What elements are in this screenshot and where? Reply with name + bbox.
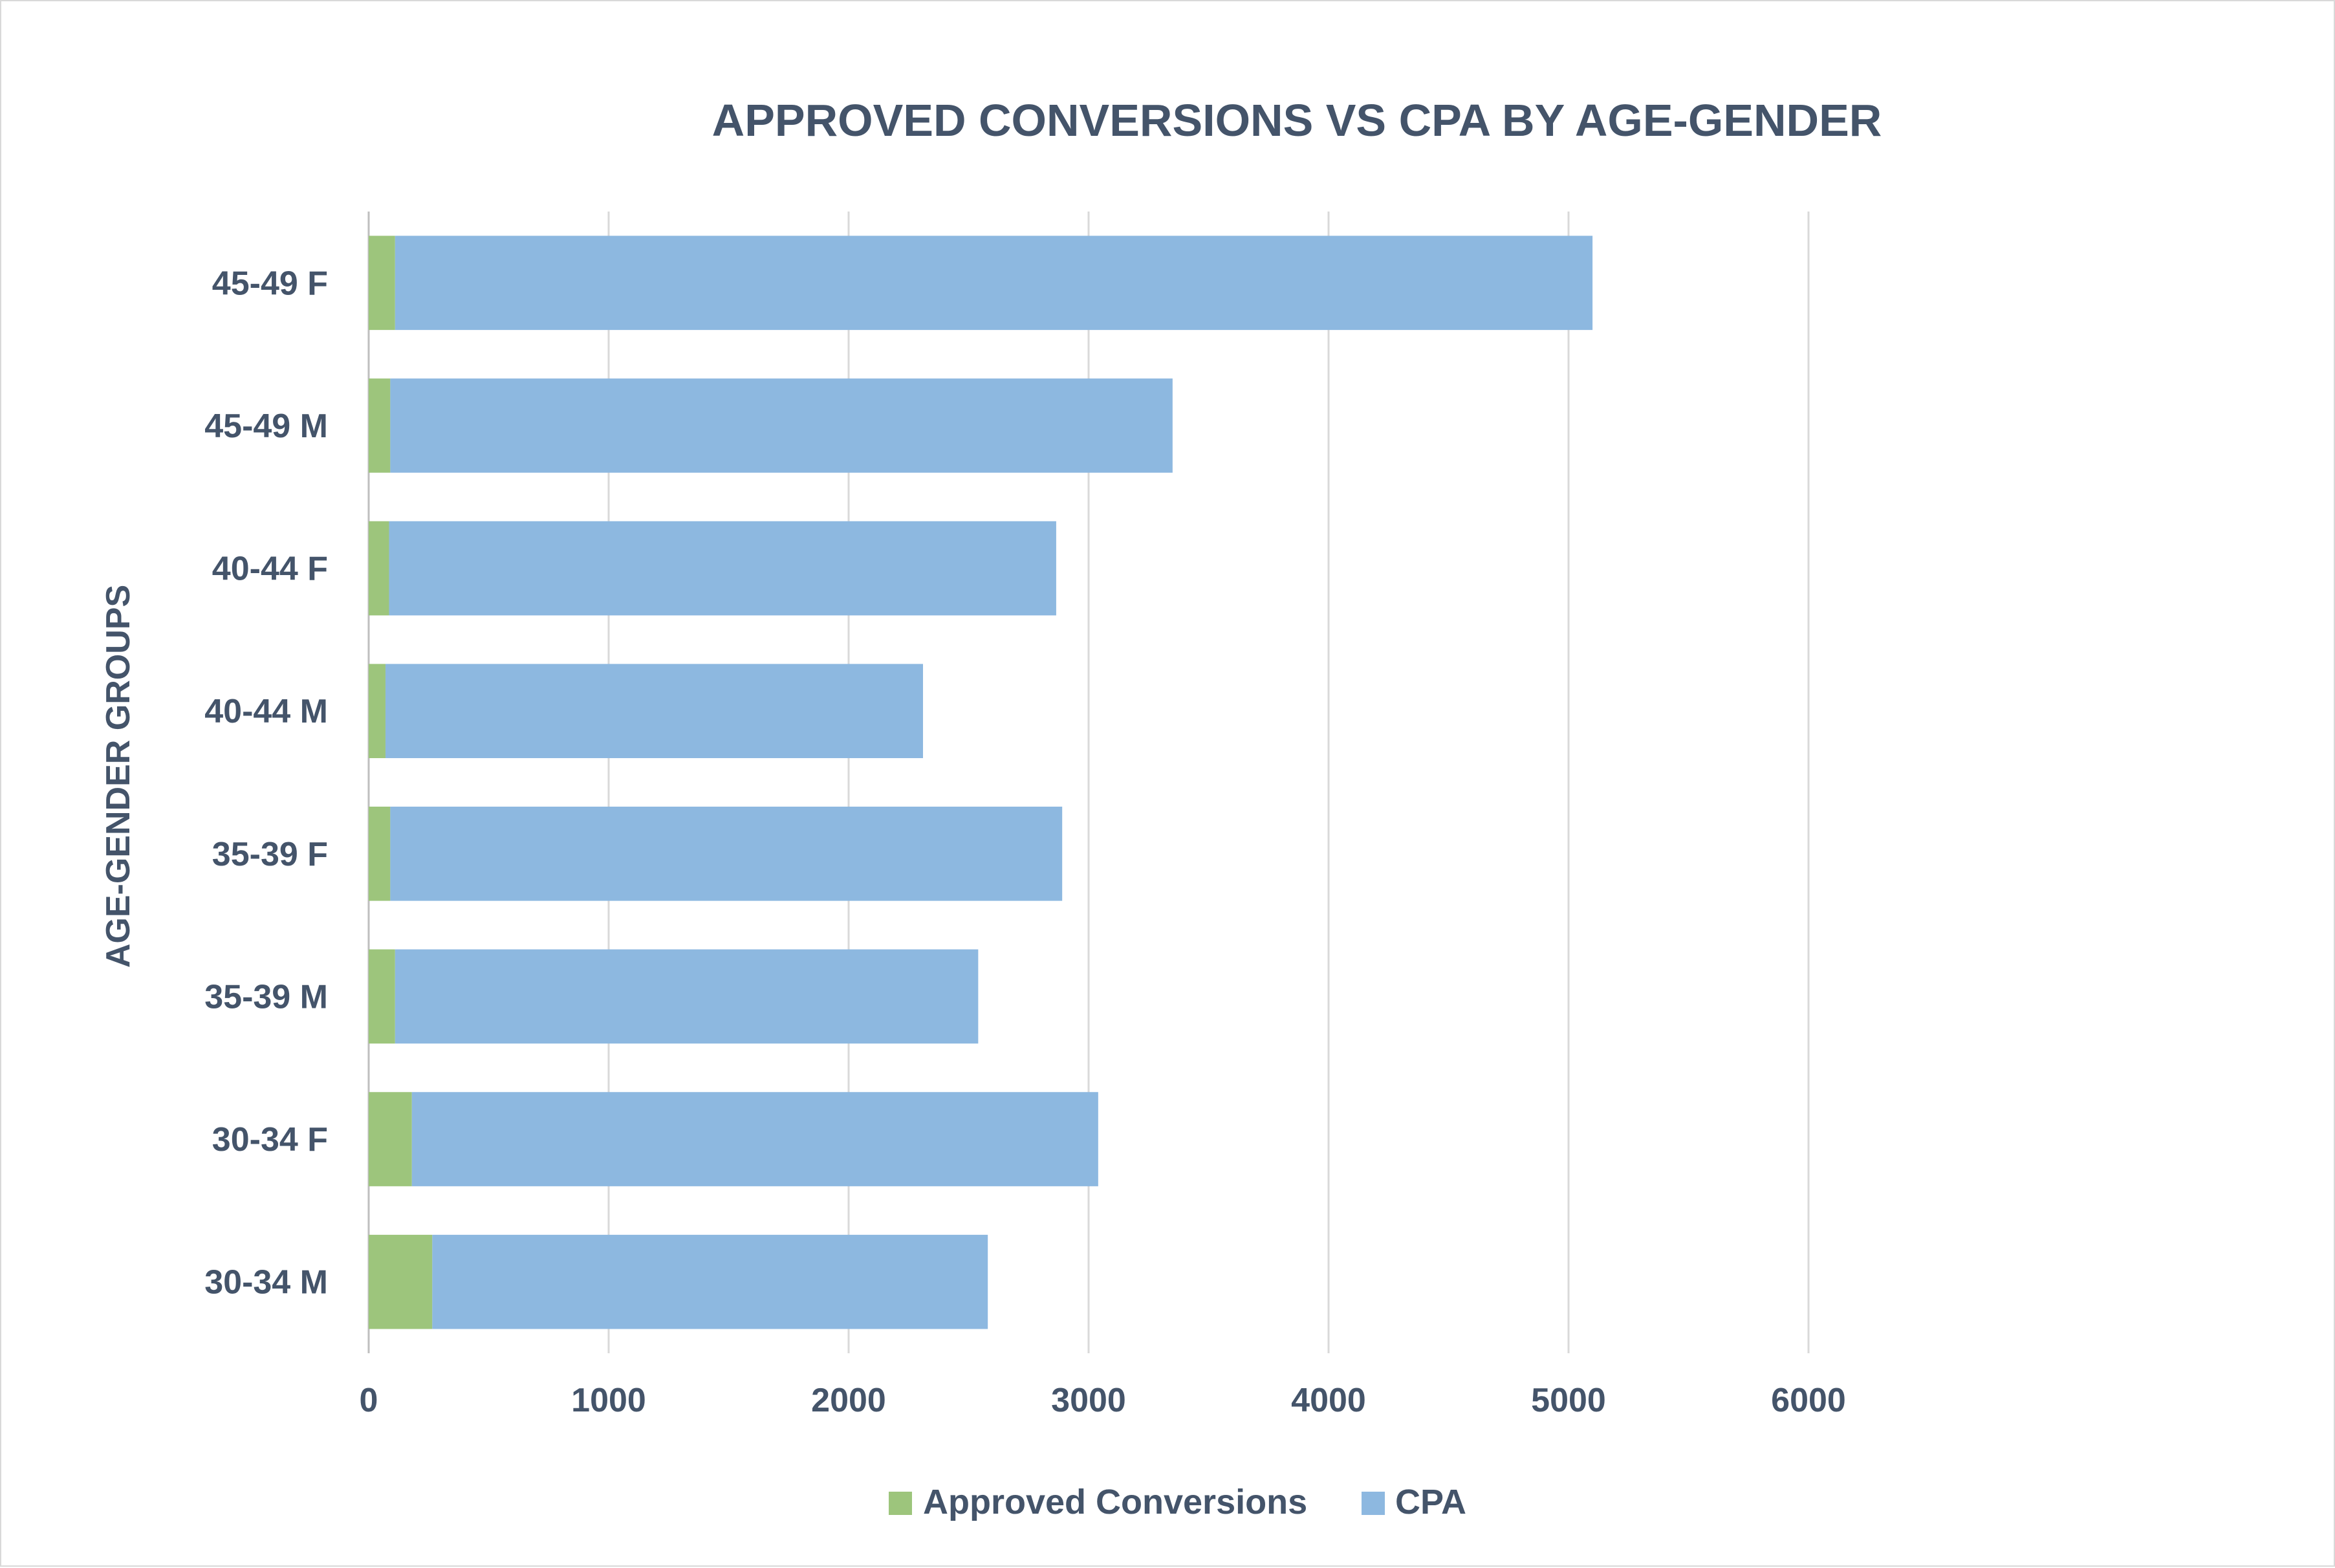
bar-cpa xyxy=(390,807,1063,901)
legend-label: Approved Conversions xyxy=(923,1483,1307,1521)
category-label: 40-44 F xyxy=(212,550,328,588)
bar-approved-conversions xyxy=(369,807,391,901)
x-tick-label: 2000 xyxy=(811,1382,886,1419)
category-labels: 45-49 F 45-49 M 40-44 F 40-44 M 35-39 F 35-39… xyxy=(204,265,328,1301)
bars xyxy=(369,235,1593,1329)
x-tick-label: 5000 xyxy=(1531,1382,1606,1419)
category-label: 35-39 M xyxy=(204,978,328,1016)
bar-approved-conversions xyxy=(369,1234,433,1329)
x-tick-label: 3000 xyxy=(1051,1382,1126,1419)
bar-approved-conversions xyxy=(369,235,395,331)
bar-cpa xyxy=(395,235,1593,331)
legend-swatch xyxy=(1362,1492,1385,1515)
x-tick-label: 0 xyxy=(360,1382,378,1419)
bar-cpa xyxy=(432,1234,988,1329)
legend-label: CPA xyxy=(1395,1483,1466,1521)
bar-approved-conversions xyxy=(369,949,395,1044)
bar-approved-conversions xyxy=(369,1092,412,1186)
category-label: 35-39 F xyxy=(212,836,328,873)
category-label: 45-49 F xyxy=(212,265,328,302)
bar-approved-conversions xyxy=(369,664,386,758)
bar-cpa xyxy=(389,521,1056,616)
bar-cpa xyxy=(390,378,1173,473)
category-label: 30-34 F xyxy=(212,1121,328,1159)
x-tick-label: 4000 xyxy=(1291,1382,1366,1419)
x-tick-label: 1000 xyxy=(571,1382,646,1419)
legend-swatch xyxy=(889,1492,912,1515)
category-label: 45-49 M xyxy=(204,408,328,445)
legend: Approved Conversions CPA xyxy=(889,1483,1466,1521)
x-tick-label: 6000 xyxy=(1771,1382,1846,1419)
bar-cpa xyxy=(395,949,979,1044)
category-label: 40-44 M xyxy=(204,693,328,730)
bar-approved-conversions xyxy=(369,521,389,616)
bar-cpa xyxy=(411,1092,1098,1186)
bar-cpa xyxy=(385,664,924,758)
category-label: 30-34 M xyxy=(204,1264,328,1301)
x-tick-labels: 0 1000 2000 3000 4000 5000 6000 xyxy=(360,1382,1846,1419)
y-axis-title: AGE-GENDER GROUPS xyxy=(100,585,137,968)
chart-title: APPROVED CONVERSIONS VS CPA BY AGE-GENDE… xyxy=(712,95,1882,146)
bar-approved-conversions xyxy=(369,378,391,473)
